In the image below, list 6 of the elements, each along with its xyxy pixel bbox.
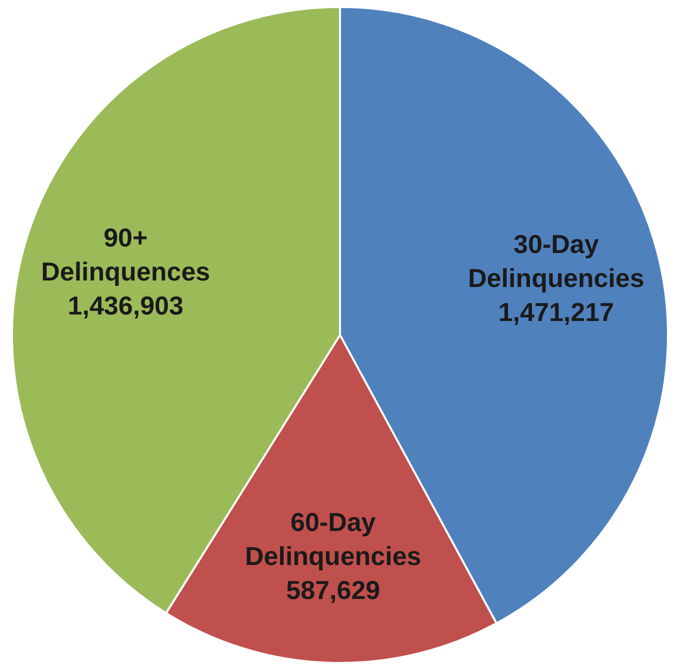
- slice-label: 30-Day Delinquencies: [468, 228, 644, 293]
- slice-label: 60-Day Delinquencies: [244, 506, 422, 571]
- data-label: 1,471,217: [498, 296, 614, 327]
- data-label: 1,436,903: [68, 290, 184, 320]
- data-label: 587,629: [286, 574, 380, 605]
- slice-label: 90+ Delinquences: [41, 222, 210, 286]
